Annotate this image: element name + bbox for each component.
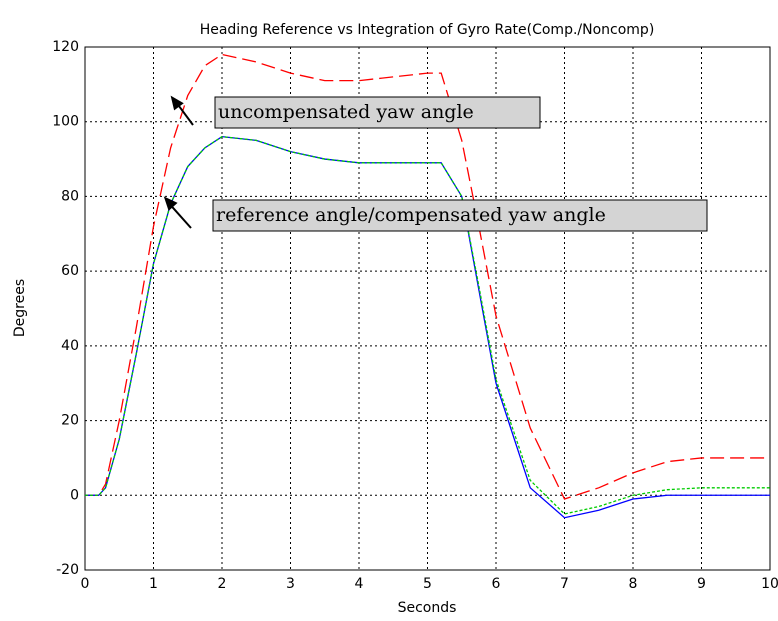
- annotation-arrowhead: [163, 196, 178, 211]
- x-tick-label: 0: [81, 576, 90, 592]
- x-tick-label: 6: [492, 576, 501, 592]
- series-line: [85, 135, 770, 515]
- annotation-text: uncompensated yaw angle: [218, 101, 474, 123]
- x-tick-label: 8: [629, 576, 638, 592]
- annotation-arrowhead: [170, 95, 184, 111]
- x-tick-label: 2: [218, 576, 227, 592]
- y-tick-label: 60: [61, 263, 79, 279]
- annotation-box: [214, 96, 541, 129]
- annotation-arrow: [177, 104, 194, 126]
- x-tick-label: 10: [761, 576, 778, 592]
- y-tick-label: 80: [61, 188, 79, 204]
- x-tick-label: 7: [560, 576, 569, 592]
- series-line: [85, 53, 770, 500]
- x-axis-label: Seconds: [398, 600, 457, 616]
- y-tick-label: -20: [56, 562, 79, 578]
- annotation-arrow: [171, 205, 192, 229]
- x-tick-label: 1: [149, 576, 158, 592]
- x-tick-label: 3: [286, 576, 295, 592]
- chart-title: Heading Reference vs Integration of Gyro…: [200, 22, 655, 38]
- y-tick-label: 40: [61, 338, 79, 354]
- y-axis-label: Degrees: [12, 279, 28, 337]
- y-tick-label: 0: [70, 487, 79, 503]
- y-tick-label: 20: [61, 413, 79, 429]
- x-tick-label: 5: [423, 576, 432, 592]
- annotation-box: [212, 199, 708, 232]
- x-tick-label: 4: [355, 576, 364, 592]
- x-tick-label: 9: [697, 576, 706, 592]
- y-tick-label: 100: [52, 114, 79, 130]
- annotation-text: reference angle/compensated yaw angle: [216, 204, 606, 226]
- y-tick-label: 120: [52, 39, 79, 55]
